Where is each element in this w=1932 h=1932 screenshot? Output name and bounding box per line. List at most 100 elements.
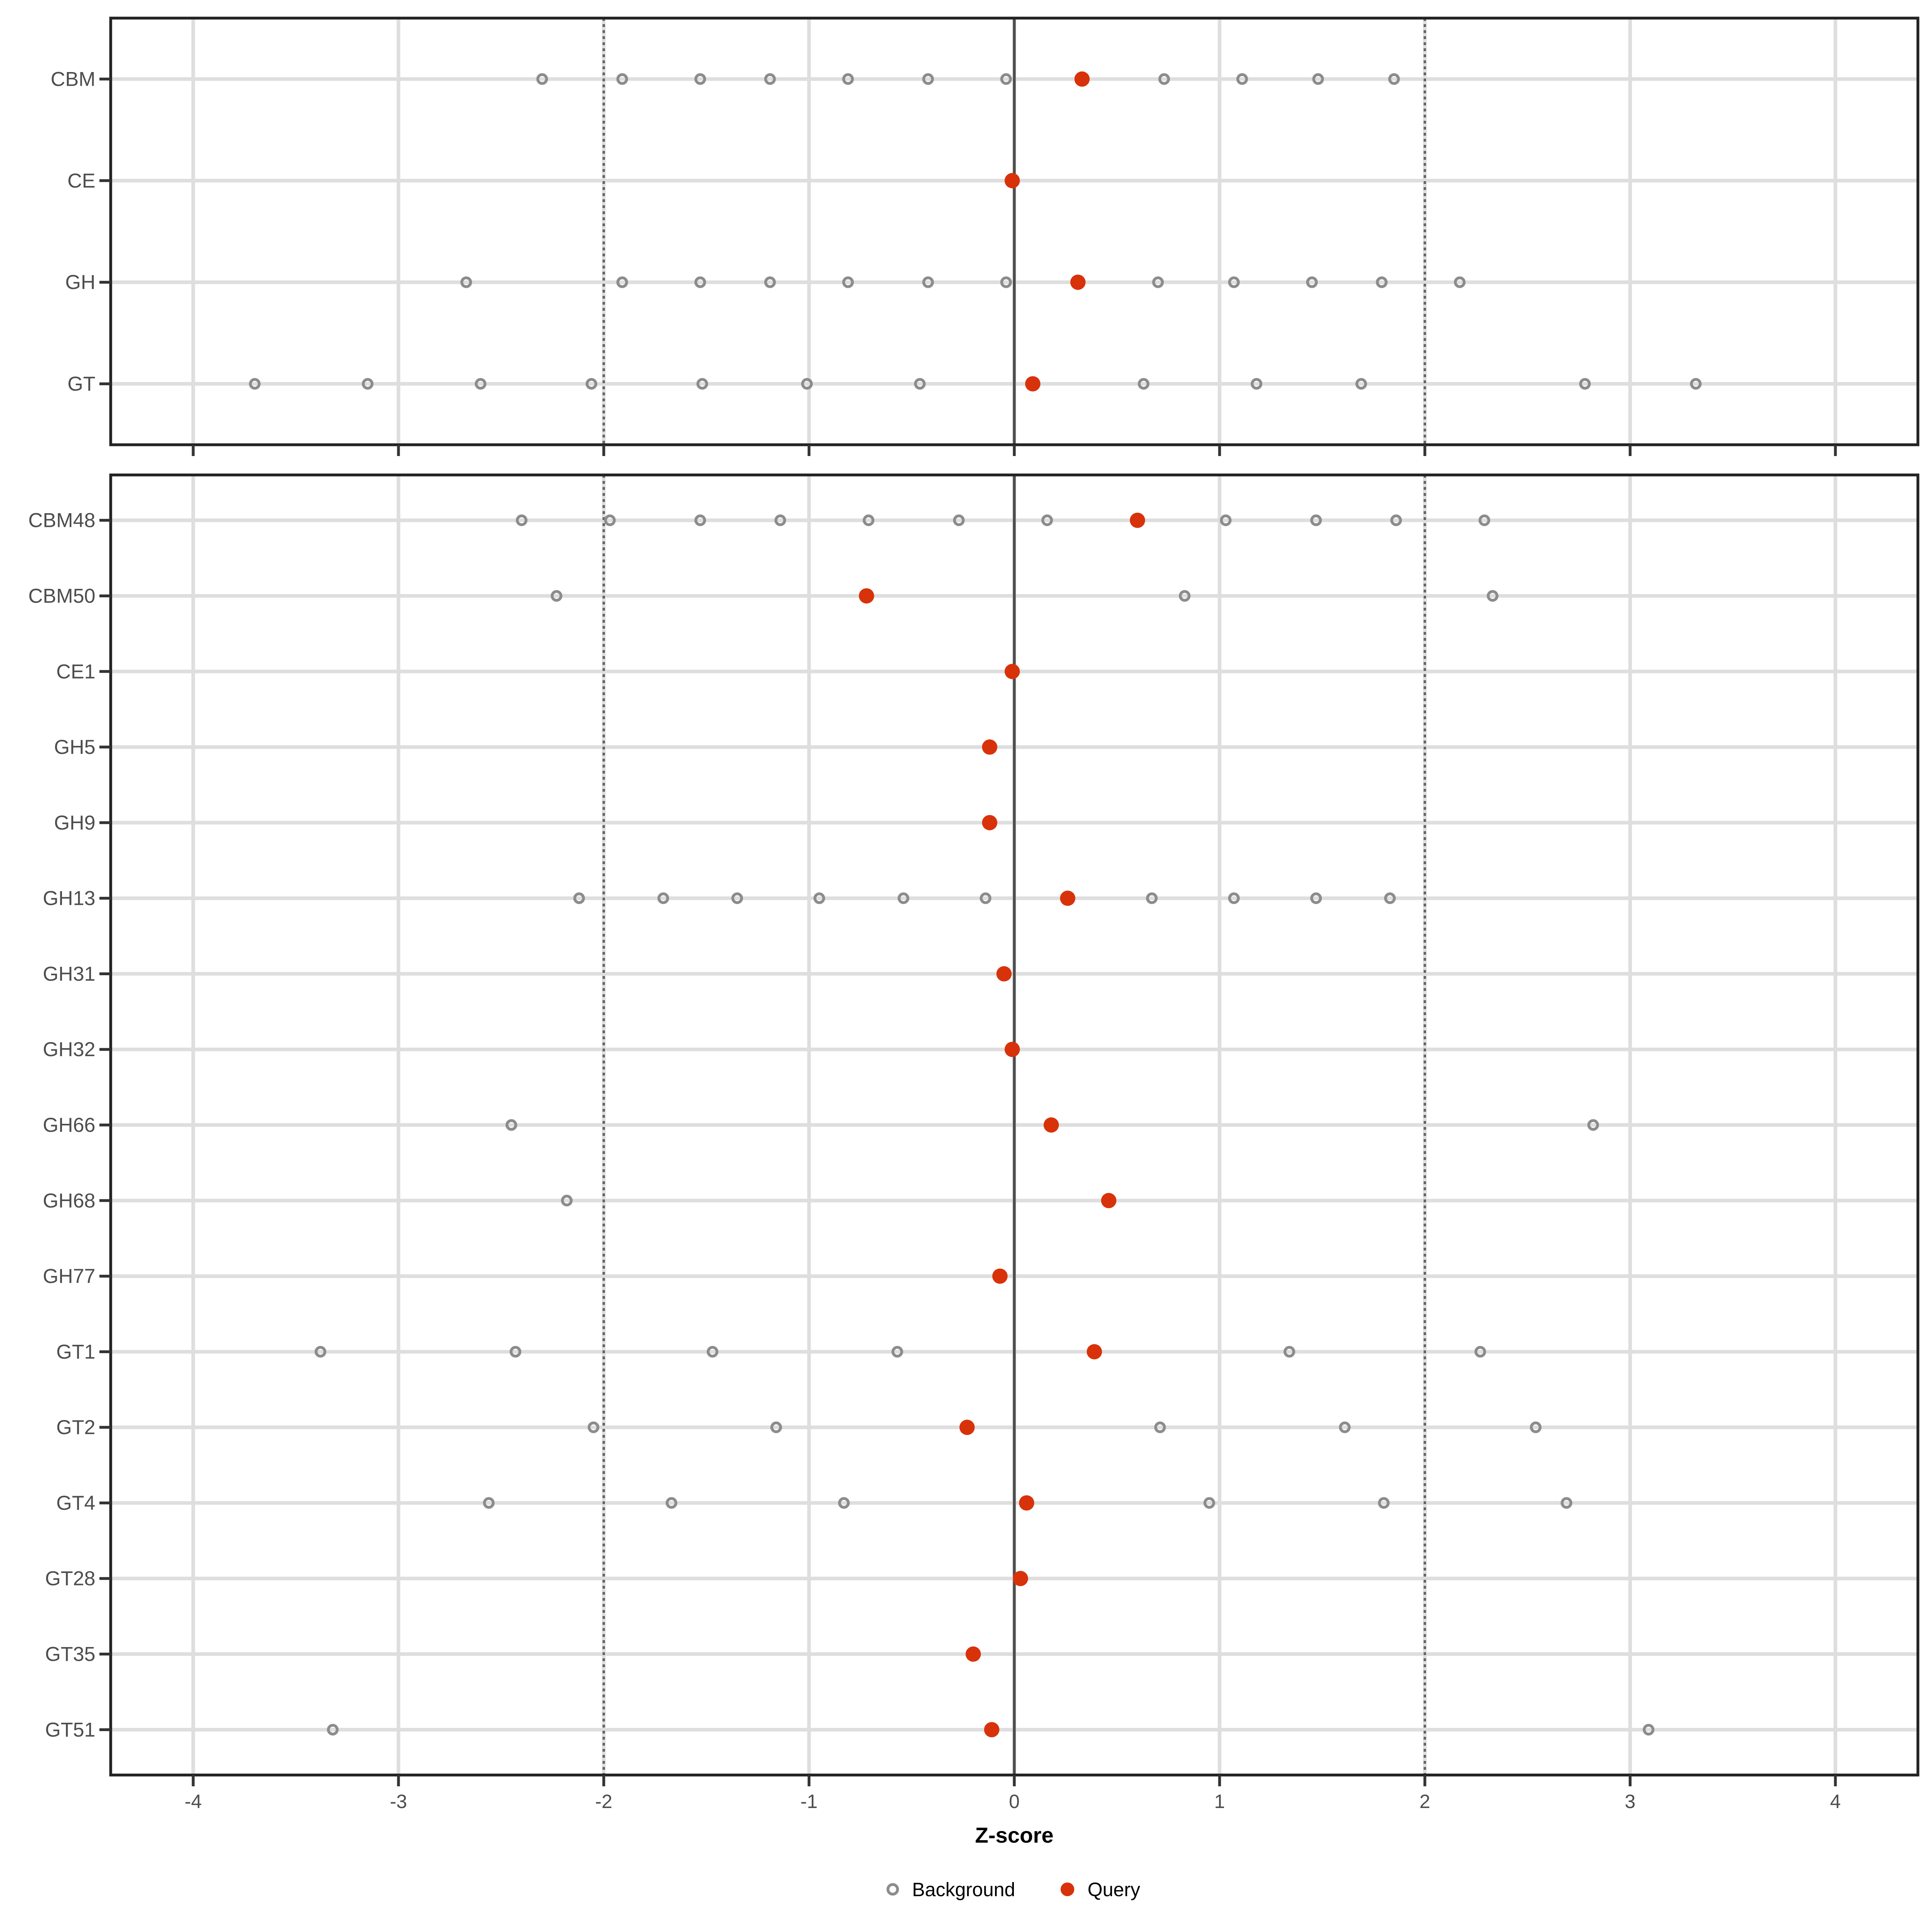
background-point [1587,1119,1599,1131]
x-axis-title: Z-score [975,1823,1053,1847]
background-point [922,276,934,288]
panel-families: CBM CE GH GT [51,17,1920,456]
x-axis: -4 -3 -2 -1 0 1 2 3 4 [185,1791,1841,1812]
background-point [585,378,597,390]
background-point [1474,1346,1486,1358]
x-tick-label: 1 [1214,1791,1225,1812]
background-point [249,378,261,390]
background-point [1146,892,1158,904]
background-point [1306,276,1318,288]
query-point [1060,890,1075,906]
background-point [694,73,706,85]
legend-background-label: Background [912,1879,1015,1901]
row-label: CBM50 [28,584,95,607]
background-point [1643,1724,1655,1736]
background-point [516,514,528,526]
background-point [1283,1346,1295,1358]
row-label: GH9 [54,811,95,834]
background-point [1378,1497,1390,1509]
background-point [1152,276,1164,288]
row-label: GT51 [45,1718,95,1741]
row-label: GT2 [56,1416,95,1439]
row-label: CE1 [56,660,95,683]
background-point [1137,378,1150,390]
query-point [1013,1571,1028,1586]
background-point [561,1195,573,1207]
background-point [980,892,992,904]
background-point [1690,378,1702,390]
background-point [1158,73,1170,85]
background-point [1228,276,1240,288]
background-point [460,276,472,288]
background-point [953,514,965,526]
background-point [731,892,743,904]
query-point [1074,71,1090,87]
background-point [694,276,706,288]
query-point [992,1268,1008,1284]
query-point [966,1646,981,1662]
query-point [859,588,874,604]
row-label: GH77 [43,1265,95,1288]
background-point [1339,1421,1351,1433]
row-label: GH31 [43,962,95,985]
x-tick-label: -1 [801,1791,818,1812]
background-point [314,1346,326,1358]
background-point [1154,1421,1166,1433]
panels-layer: CBM CE GH GT CBM48 CBM50 CE1 GH5 GH9 GH13 GH31 GH32… [28,17,1920,1786]
background-point [1041,514,1053,526]
background-point [1355,378,1367,390]
background-point [1000,276,1012,288]
row-label: GT35 [45,1643,95,1666]
background-point [1236,73,1248,85]
x-tick-label: -2 [595,1791,613,1812]
background-point [483,1497,495,1509]
query-point [1019,1495,1034,1511]
query-point [1004,1042,1020,1057]
background-point [1312,73,1324,85]
x-tick-label: 2 [1420,1791,1430,1812]
background-point [573,892,585,904]
query-point [982,815,997,830]
legend-background-marker-open-circle-icon [886,1883,899,1896]
x-tick-label: 0 [1009,1791,1020,1812]
row-label: CBM48 [28,509,95,532]
background-point [1310,892,1322,904]
row-label: GH13 [43,887,95,910]
row-label: GT28 [45,1567,95,1590]
x-tick-label: -4 [185,1791,202,1812]
row-label: GT1 [56,1340,95,1363]
background-point [1220,514,1232,526]
background-point [764,73,776,85]
background-point [696,378,708,390]
query-point [1070,275,1086,290]
background-point [604,514,616,526]
query-point [1043,1117,1059,1133]
background-point [863,514,875,526]
background-point [1203,1497,1215,1509]
background-point [898,892,910,904]
x-tick-label: 3 [1625,1791,1636,1812]
query-point [996,966,1012,982]
background-point [774,514,786,526]
background-point [1478,514,1490,526]
background-point [764,276,776,288]
background-point [891,1346,903,1358]
x-tick-label: 4 [1830,1791,1841,1812]
query-point [959,1420,975,1435]
legend-query-marker-filled-circle-icon [1061,1882,1074,1896]
background-point [1486,590,1499,602]
row-label: GH66 [43,1114,95,1136]
row-label: GH68 [43,1189,95,1212]
background-point [327,1724,339,1736]
background-point [1454,276,1466,288]
background-point [1179,590,1191,602]
background-point [475,378,487,390]
background-point [551,590,563,602]
background-point [616,73,628,85]
background-point [838,1497,850,1509]
background-point [657,892,669,904]
row-label: GT [68,373,95,395]
background-point [770,1421,782,1433]
